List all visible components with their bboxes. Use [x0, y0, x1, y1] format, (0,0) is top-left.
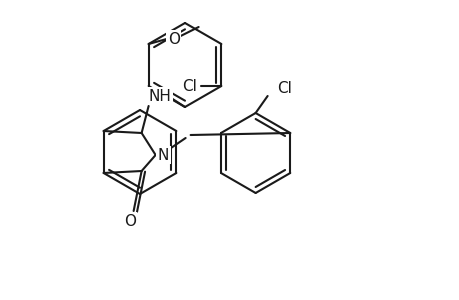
Text: Cl: Cl — [277, 80, 291, 95]
Text: NH: NH — [148, 88, 171, 104]
Text: O: O — [167, 32, 179, 46]
Text: N: N — [157, 148, 169, 163]
Text: O: O — [123, 214, 135, 229]
Text: Cl: Cl — [182, 79, 196, 94]
